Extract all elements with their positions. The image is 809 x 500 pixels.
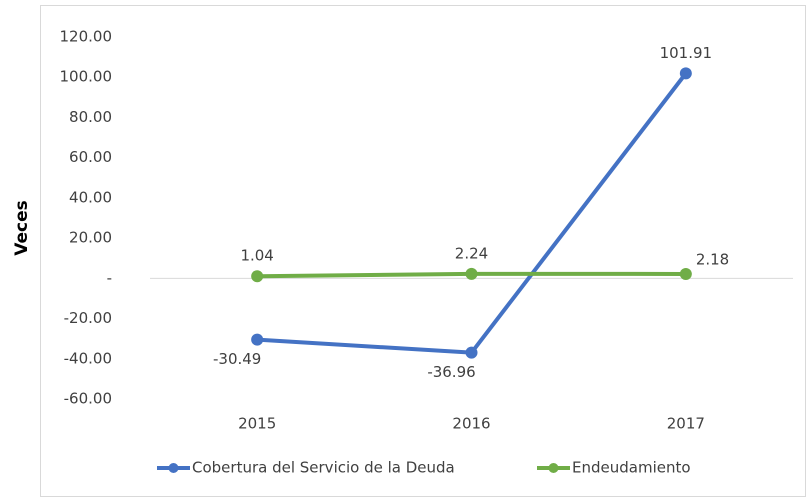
y-tick-label: 60.00 (69, 148, 112, 166)
y-tick-label: 80.00 (69, 108, 112, 126)
data-label: 1.04 (240, 247, 273, 265)
y-tick-label: -40.00 (64, 349, 112, 367)
data-point (679, 67, 692, 80)
x-tick-label: 2016 (452, 415, 490, 433)
y-tick-label: 40.00 (69, 188, 112, 206)
y-axis-title: Veces (12, 200, 32, 255)
data-label: 2.18 (696, 250, 729, 268)
data-point (465, 267, 478, 280)
data-point (465, 346, 478, 359)
x-tick-label: 2017 (667, 415, 705, 433)
y-tick-label: 120.00 (60, 28, 113, 46)
legend-label: Endeudamiento (572, 459, 691, 477)
chart-frame (40, 5, 806, 497)
data-point (679, 267, 692, 280)
legend-label: Cobertura del Servicio de la Deuda (192, 459, 455, 477)
y-tick-label: 100.00 (60, 68, 113, 86)
y-tick-label: -60.00 (64, 390, 112, 408)
legend-marker (168, 463, 179, 473)
data-point (251, 270, 264, 283)
x-tick-label: 2015 (238, 415, 276, 433)
data-label: 101.91 (660, 44, 713, 62)
y-tick-label: -20.00 (64, 309, 112, 327)
data-label: 2.24 (455, 244, 488, 262)
data-label: -36.96 (427, 363, 475, 381)
legend-marker (548, 463, 559, 473)
y-tick-label: 20.00 (69, 229, 112, 247)
y-tick-label: - (107, 269, 112, 287)
data-point (251, 333, 264, 346)
data-label: -30.49 (213, 350, 261, 368)
